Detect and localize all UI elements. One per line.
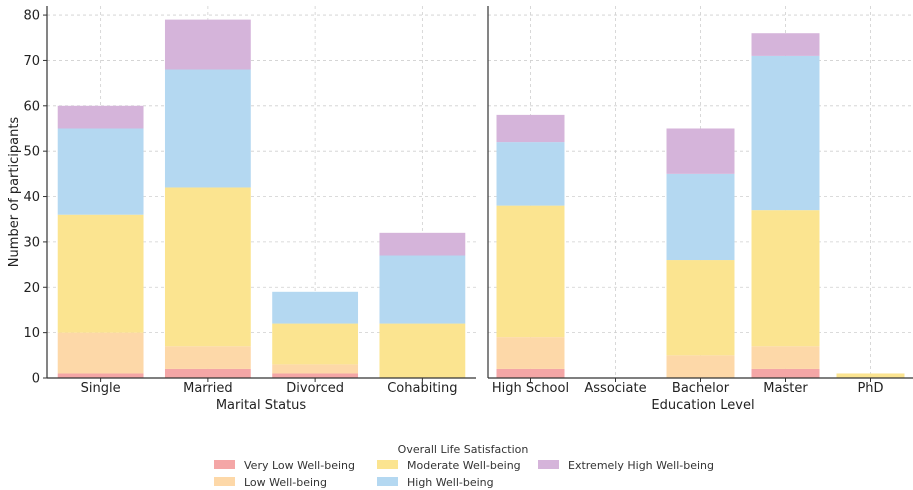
legend-label-extremely-high-well-being: Extremely High Well-being [568,459,714,472]
marital-bar-single-extremely-high-well-being [57,105,144,129]
y-tick-label: 60 [23,99,40,114]
education-bar-bachelor-extremely-high-well-being [666,128,735,174]
legend-swatch-moderate-well-being [377,460,398,469]
marital-bar-married-very-low-well-being [164,368,251,378]
marital-status-panel: Single Married Divorced Cohabiting 0 10 20 30 40… [23,6,476,396]
legend-swatch-low-well-being [214,477,235,486]
education-bar-master-extremely-high-well-being [751,33,820,56]
education-x-tick-label: High School [492,381,569,396]
marital-x-tick-label: Cohabiting [387,381,457,396]
education-bar-high-school-very-low-well-being [496,368,565,378]
education-bar-high-school-high-well-being [496,142,565,206]
education-bar-bachelor-low-well-being [666,355,735,378]
legend-swatch-high-well-being [377,477,398,486]
education-level-panel: High School Associate Bachelor Master PhD [487,6,913,396]
marital-bar-married-moderate-well-being [164,187,251,347]
education-bar-master-very-low-well-being [751,368,820,378]
education-x-tick-label: PhD [857,381,883,396]
marital-bar-divorced-high-well-being [272,291,359,324]
legend-label-high-well-being: High Well-being [407,476,494,489]
marital-bar-married-extremely-high-well-being [164,19,251,70]
y-tick-label: 30 [23,235,40,250]
marital-bar-cohabiting-high-well-being [379,255,466,324]
education-x-tick-label: Master [763,381,808,396]
education-x-tick-label: Bachelor [672,381,730,396]
y-tick-label: 0 [32,372,40,387]
marital-bar-divorced-moderate-well-being [272,323,359,365]
legend: Overall Life Satisfaction Very Low Well-… [214,443,714,489]
y-tick-label: 70 [23,54,40,69]
marital-x-tick-label: Divorced [286,381,344,396]
marital-bar-married-low-well-being [164,346,251,369]
education-bar-high-school-moderate-well-being [496,205,565,338]
marital-status-x-axis-title: Marital Status [216,398,307,413]
marital-bar-single-very-low-well-being [57,373,144,378]
legend-label-moderate-well-being: Moderate Well-being [407,459,521,472]
education-bar-bachelor-moderate-well-being [666,260,735,356]
marital-bar-single-high-well-being [57,128,144,215]
education-bar-master-low-well-being [751,346,820,369]
y-tick-label: 20 [23,281,40,296]
education-x-tick-label: Associate [584,381,646,396]
marital-bar-divorced-very-low-well-being [272,373,359,378]
education-bar-master-high-well-being [751,55,820,211]
y-tick-label: 10 [23,326,40,341]
legend-title: Overall Life Satisfaction [398,443,529,456]
y-axis-title: Number of participants [7,117,22,268]
y-tick-label: 40 [23,190,40,205]
legend-swatch-extremely-high-well-being [538,460,559,469]
y-tick-label: 80 [23,9,40,24]
education-bar-bachelor-high-well-being [666,173,735,261]
marital-bar-cohabiting-extremely-high-well-being [379,232,466,256]
marital-bar-single-low-well-being [57,332,144,374]
marital-x-tick-label: Single [81,381,121,396]
marital-x-tick-label: Married [183,381,233,396]
education-bar-high-school-extremely-high-well-being [496,114,565,143]
marital-bar-single-moderate-well-being [57,214,144,333]
legend-swatch-very-low-well-being [214,460,235,469]
legend-label-low-well-being: Low Well-being [244,476,327,489]
education-bar-phd-moderate-well-being [836,373,905,378]
education-bar-high-school-low-well-being [496,337,565,369]
education-bar-master-moderate-well-being [751,210,820,347]
education-level-x-axis-title: Education Level [651,398,754,413]
y-tick-label: 50 [23,145,40,160]
marital-bar-married-high-well-being [164,69,251,188]
marital-bar-divorced-low-well-being [272,364,359,374]
legend-label-very-low-well-being: Very Low Well-being [244,459,355,472]
marital-bar-cohabiting-moderate-well-being [379,323,466,378]
